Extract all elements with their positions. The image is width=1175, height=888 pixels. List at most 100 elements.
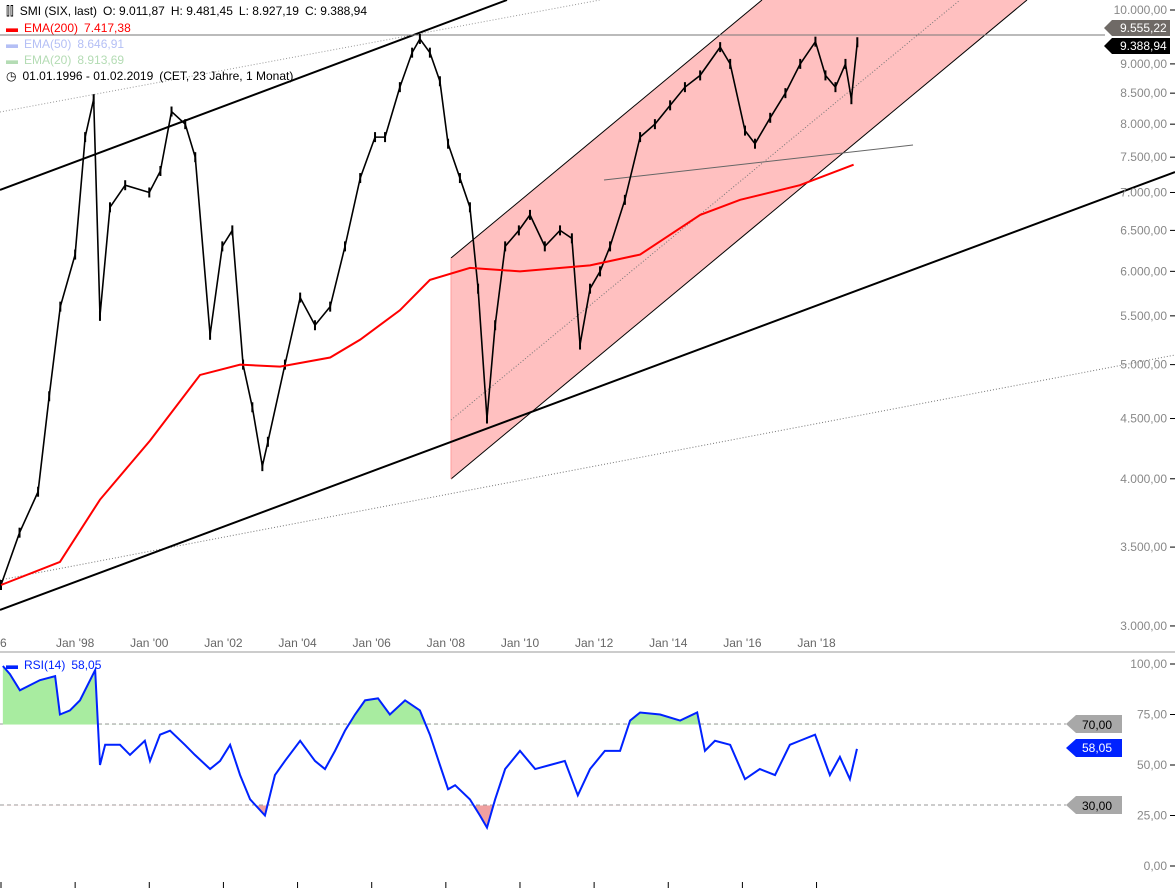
price-candle: [528, 209, 531, 220]
price-candle: [570, 233, 573, 244]
price-candle: [266, 436, 269, 447]
price-candle: [485, 413, 488, 424]
ema200-value: 7.417,38: [84, 21, 131, 35]
y-tick-label: 3.500,00: [1120, 540, 1167, 554]
price-candle: [159, 166, 162, 177]
rsi-70-tag: 70,00: [1066, 715, 1122, 733]
price-candle: [299, 292, 302, 303]
rsi-y-tick-label: 25,00: [1137, 809, 1167, 823]
channel-upper-line[interactable]: [450, 0, 763, 259]
rsi-y-tick-label: 75,00: [1137, 708, 1167, 722]
price-candle: [589, 283, 592, 294]
candlestick-icon: ⫿⫿: [6, 4, 14, 18]
price-candle: [719, 42, 722, 53]
ema50-label: EMA(50): [24, 37, 72, 51]
y-tick-label: 4.500,00: [1120, 412, 1167, 426]
ema20-label: EMA(20): [24, 53, 72, 67]
legend-ohlc: ⫿⫿ SMI (SIX, last) O: 9.011,87 H: 9.481,45 L…: [6, 4, 373, 19]
price-candle: [743, 125, 746, 136]
price-candle: [856, 37, 859, 48]
ema20-value: 8.913,69: [77, 53, 125, 67]
price-candle: [517, 225, 520, 236]
price-candle: [184, 119, 187, 130]
rsi-value: 58,05: [71, 658, 102, 672]
price-candle: [98, 310, 101, 321]
close-price-tag: 9.388,94: [1104, 38, 1170, 54]
legend-ema200[interactable]: ▬ EMA(200) 7.417,38: [6, 21, 137, 35]
ema50-swatch-icon: ▬: [6, 37, 18, 51]
x-tick-label: Jan '14: [649, 636, 688, 650]
close-value: C: 9.388,94: [304, 4, 368, 18]
range-info: (CET, 23 Jahre, 1 Monat): [159, 69, 294, 83]
price-candle: [669, 100, 672, 111]
trendline-upper-black[interactable]: [0, 0, 508, 191]
ema50-value: 8.646,91: [77, 37, 125, 51]
x-tick-label: Jan '00: [130, 636, 169, 650]
price-candle: [374, 132, 377, 143]
price-candle: [579, 339, 582, 350]
ema200-label: EMA(200): [24, 21, 79, 35]
price-candle: [653, 119, 656, 130]
price-candle: [18, 527, 21, 538]
y-tick-label: 3.000,00: [1120, 619, 1167, 633]
price-candle: [754, 138, 757, 149]
price-series: [0, 33, 859, 591]
price-candle: [209, 329, 212, 340]
price-candle: [447, 138, 450, 149]
price-candle: [359, 173, 362, 184]
y-tick-label: 4.000,00: [1120, 472, 1167, 486]
symbol-label: SMI (SIX, last): [19, 4, 98, 18]
rsi-30-text: 30,00: [1082, 799, 1112, 813]
price-candle: [108, 202, 111, 213]
legend-ema50[interactable]: ▬ EMA(50) 8.646,91: [6, 37, 130, 51]
trendline-lower-black[interactable]: [0, 171, 1175, 611]
price-candle: [428, 47, 431, 58]
rsi-y-tick-label: 100,00: [1130, 657, 1167, 671]
price-candle: [824, 70, 827, 81]
x-tick-label: Jan '02: [204, 636, 243, 650]
price-candle: [468, 202, 471, 213]
price-candle: [261, 461, 264, 472]
price-candle: [313, 320, 316, 331]
legend-range: ◷ 01.01.1996 - 01.02.2019 (CET, 23 Jahre, …: [6, 69, 299, 83]
x-tick-label: Jan '18: [797, 636, 836, 650]
channel-lower-line[interactable]: [450, 0, 1028, 480]
legend-rsi[interactable]: ▬ RSI(14) 58,05: [6, 658, 107, 672]
price-candle: [834, 82, 837, 93]
x-tick-label: Jan '04: [278, 636, 317, 650]
price-candle: [477, 283, 480, 294]
price-candle: [699, 70, 702, 81]
rsi-30-tag: 30,00: [1066, 796, 1122, 814]
x-tick-label: Jan '10: [501, 636, 540, 650]
y-tick-label: 5.500,00: [1120, 309, 1167, 323]
y-tick-label: 7.000,00: [1120, 185, 1167, 199]
price-candle: [729, 58, 732, 69]
channel-midline: [450, 0, 961, 421]
ema200-series: [0, 163, 854, 586]
price-candle: [844, 58, 847, 69]
price-candle: [329, 301, 332, 312]
price-candle: [411, 47, 414, 58]
price-candle: [148, 187, 151, 198]
x-tick-label: 6: [0, 636, 7, 650]
price-candle: [599, 266, 602, 277]
last-price-text: 9.555,22: [1120, 21, 1167, 35]
price-candle: [769, 112, 772, 123]
ema200-line: [0, 163, 854, 586]
price-candle: [784, 88, 787, 99]
price-candle: [251, 402, 254, 413]
price-candle: [124, 180, 127, 191]
gray-support-line[interactable]: [603, 144, 914, 181]
price-candle: [92, 94, 95, 105]
legend-ema20[interactable]: ▬ EMA(20) 8.913,69: [6, 53, 130, 67]
y-tick-label: 6.500,00: [1120, 223, 1167, 237]
y-tick-label: 5.000,00: [1120, 358, 1167, 372]
rsi-y-tick-label: 50,00: [1137, 758, 1167, 772]
price-candle: [74, 249, 77, 260]
y-tick-label: 8.000,00: [1120, 117, 1167, 131]
rsi-current-tag: 58,05: [1066, 739, 1122, 757]
rsi-oversold-fill: [2, 805, 857, 828]
high-value: H: 9.481,45: [170, 4, 233, 18]
rsi-line: [2, 665, 858, 831]
